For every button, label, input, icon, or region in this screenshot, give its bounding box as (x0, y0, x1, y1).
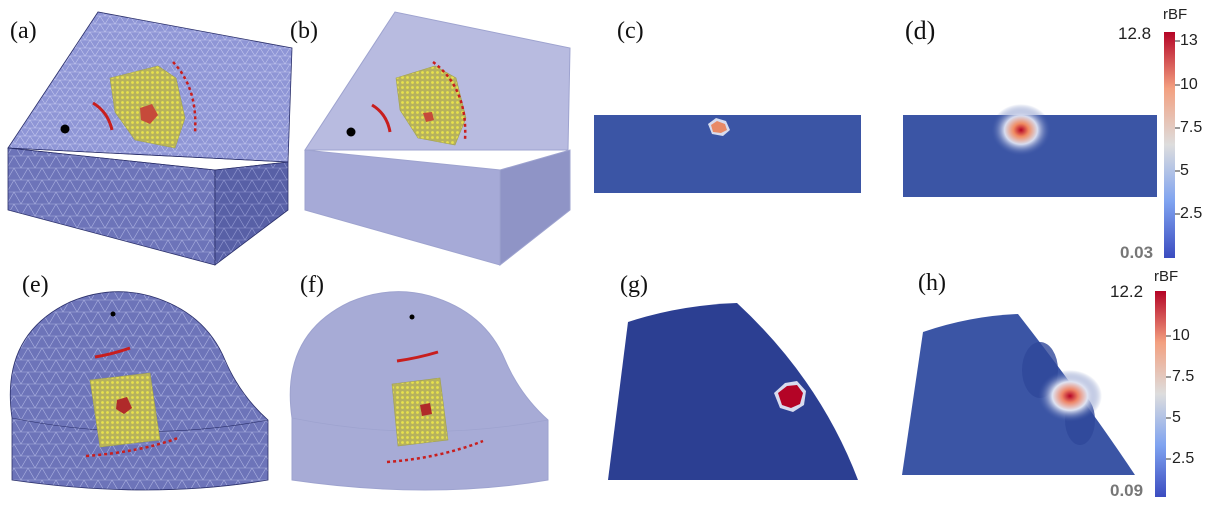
panel-label-c: (c) (617, 18, 644, 45)
marker-dot (347, 128, 356, 137)
colorbar-bottom-tick-10: 10 (1172, 328, 1190, 344)
panel-c-slab (594, 115, 861, 193)
inclusion (420, 403, 432, 416)
panel-label-d: (d) (905, 16, 935, 46)
panel-b-transparent-box (305, 12, 570, 265)
panel-label-h: (h) (918, 270, 946, 297)
colorbar-top-max: 12.8 (1118, 24, 1151, 44)
colorbar-bottom-title: rBF (1154, 268, 1178, 285)
panel-h-slice (902, 314, 1135, 475)
detector-grid (392, 378, 448, 446)
hot-spot (1038, 370, 1102, 422)
colorbar-top-tick-5: 5 (1180, 163, 1189, 179)
panel-a-mesh-box (8, 12, 292, 265)
colorbar-top-tick-2-5: 2.5 (1180, 206, 1202, 222)
marker-dot (61, 125, 70, 134)
panel-label-a: (a) (10, 18, 37, 45)
slice-map (608, 303, 858, 480)
panel-e-mesh-dome (10, 292, 268, 490)
hot-spot (991, 104, 1051, 156)
panel-label-g: (g) (620, 272, 648, 299)
box-front-face (305, 150, 500, 265)
colorbar-bottom-min: 0.09 (1110, 481, 1143, 501)
colorbar-bottom (1155, 291, 1166, 497)
box-side-face (215, 162, 288, 265)
colorbar-bottom-tick-2-5: 2.5 (1172, 451, 1194, 467)
panel-g-slice (608, 303, 858, 480)
marker-dot (410, 315, 415, 320)
colorbar-top-tick-13: 13 (1180, 33, 1198, 49)
panel-d-slab (903, 104, 1157, 197)
colorbar-top-min: 0.03 (1120, 243, 1153, 263)
colorbar-top-tick-7-5: 7.5 (1180, 120, 1202, 136)
colorbar-bottom-max: 12.2 (1110, 282, 1143, 302)
colorbar-bottom-tick-7-5: 7.5 (1172, 369, 1194, 385)
box-side-face (500, 150, 570, 265)
box-front-face (8, 148, 215, 265)
marker-dot (111, 312, 116, 317)
colorbar-top-title: rBF (1163, 6, 1187, 23)
colorbar-bottom-tick-5: 5 (1172, 410, 1181, 426)
panel-label-e: (e) (22, 272, 49, 299)
colorbar-top-tick-10: 10 (1180, 77, 1198, 93)
colorbar-top (1164, 32, 1175, 258)
panel-label-f: (f) (300, 272, 324, 299)
panel-label-b: (b) (290, 18, 318, 45)
panel-f-transparent-dome (290, 292, 548, 490)
